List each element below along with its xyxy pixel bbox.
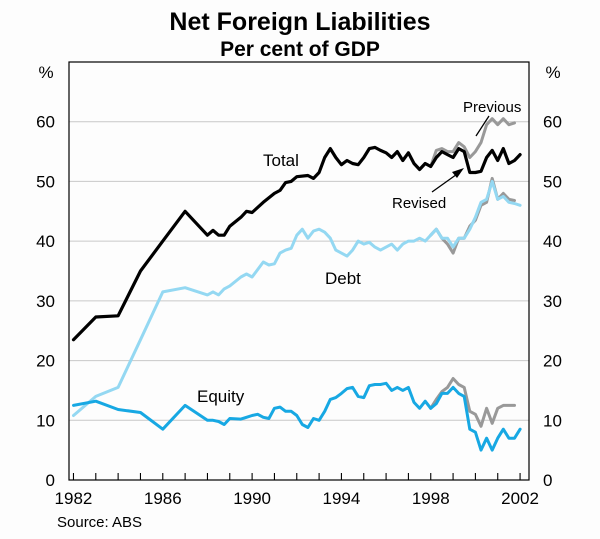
revised-pointer-arrowhead xyxy=(452,168,464,178)
series-lines xyxy=(71,117,522,452)
y-tick-left-40: 40 xyxy=(36,232,55,251)
series-total-line xyxy=(71,145,522,342)
y-axis-unit-right: % xyxy=(545,63,560,82)
x-tick-label-2002: 2002 xyxy=(501,489,539,508)
y-tick-right-20: 20 xyxy=(543,352,562,371)
x-tick-label-1986: 1986 xyxy=(144,489,182,508)
source-note: Source: ABS xyxy=(57,514,142,531)
y-axis-right-ticks: 0 10 20 30 40 50 60 xyxy=(543,113,562,490)
x-tick-label-1994: 1994 xyxy=(323,489,361,508)
x-tick-label-1982: 1982 xyxy=(55,489,93,508)
x-tick-label-1998: 1998 xyxy=(412,489,450,508)
chart-title: Net Foreign Liabilities xyxy=(169,8,430,36)
y-tick-left-10: 10 xyxy=(36,411,55,430)
x-axis-ticks: 1982 1986 1990 1994 1998 2002 xyxy=(55,473,539,508)
series-debt-previous-line xyxy=(429,176,516,255)
y-tick-right-10: 10 xyxy=(543,411,562,430)
y-axis-left-ticks: 0 10 20 30 40 50 60 xyxy=(36,113,55,490)
y-tick-left-30: 30 xyxy=(36,292,55,311)
annotation-previous: Previous xyxy=(463,99,521,116)
y-tick-left-20: 20 xyxy=(36,352,55,371)
previous-pointer-line xyxy=(475,115,490,137)
plot-frame xyxy=(68,61,530,481)
y-axis-unit-left: % xyxy=(38,63,53,82)
series-debt-line xyxy=(72,179,522,417)
series-equity-previous-line xyxy=(429,377,516,428)
y-tick-right-50: 50 xyxy=(543,172,562,191)
series-equity-line xyxy=(72,381,522,452)
y-tick-left-0: 0 xyxy=(46,471,55,490)
y-tick-right-0: 0 xyxy=(543,471,552,490)
y-tick-right-60: 60 xyxy=(543,113,562,132)
gridlines xyxy=(69,121,529,421)
y-tick-left-50: 50 xyxy=(36,172,55,191)
y-tick-right-40: 40 xyxy=(543,232,562,251)
series-total-previous-line xyxy=(429,117,516,168)
annotation-total: Total xyxy=(263,151,299,170)
y-tick-left-60: 60 xyxy=(36,113,55,132)
annotation-debt: Debt xyxy=(325,269,361,288)
annotation-revised: Revised xyxy=(392,195,446,212)
chart-subtitle: Per cent of GDP xyxy=(220,38,380,61)
annotation-equity: Equity xyxy=(197,387,245,406)
x-tick-label-1990: 1990 xyxy=(233,489,271,508)
y-tick-right-30: 30 xyxy=(543,292,562,311)
